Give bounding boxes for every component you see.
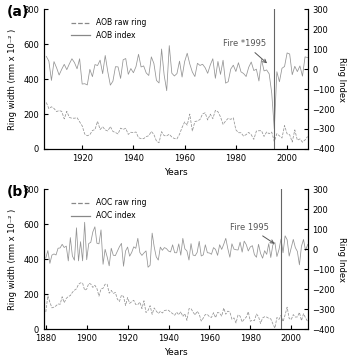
Y-axis label: Ring width (mm x 10⁻² ): Ring width (mm x 10⁻² ) [8,209,18,310]
Y-axis label: Ring Index: Ring Index [338,237,346,282]
Text: Fire *1995: Fire *1995 [223,39,266,63]
Text: Fire 1995: Fire 1995 [230,223,274,243]
Legend: AOB raw ring, AOB index: AOB raw ring, AOB index [69,16,149,42]
X-axis label: Years: Years [164,168,188,178]
Text: (a): (a) [7,5,29,19]
Legend: AOC raw ring, AOC index: AOC raw ring, AOC index [69,196,149,223]
Text: (b): (b) [7,185,30,199]
X-axis label: Years: Years [164,348,188,358]
Y-axis label: Ring Index: Ring Index [338,57,346,102]
Y-axis label: Ring width (mm x 10⁻² ): Ring width (mm x 10⁻² ) [8,29,18,130]
